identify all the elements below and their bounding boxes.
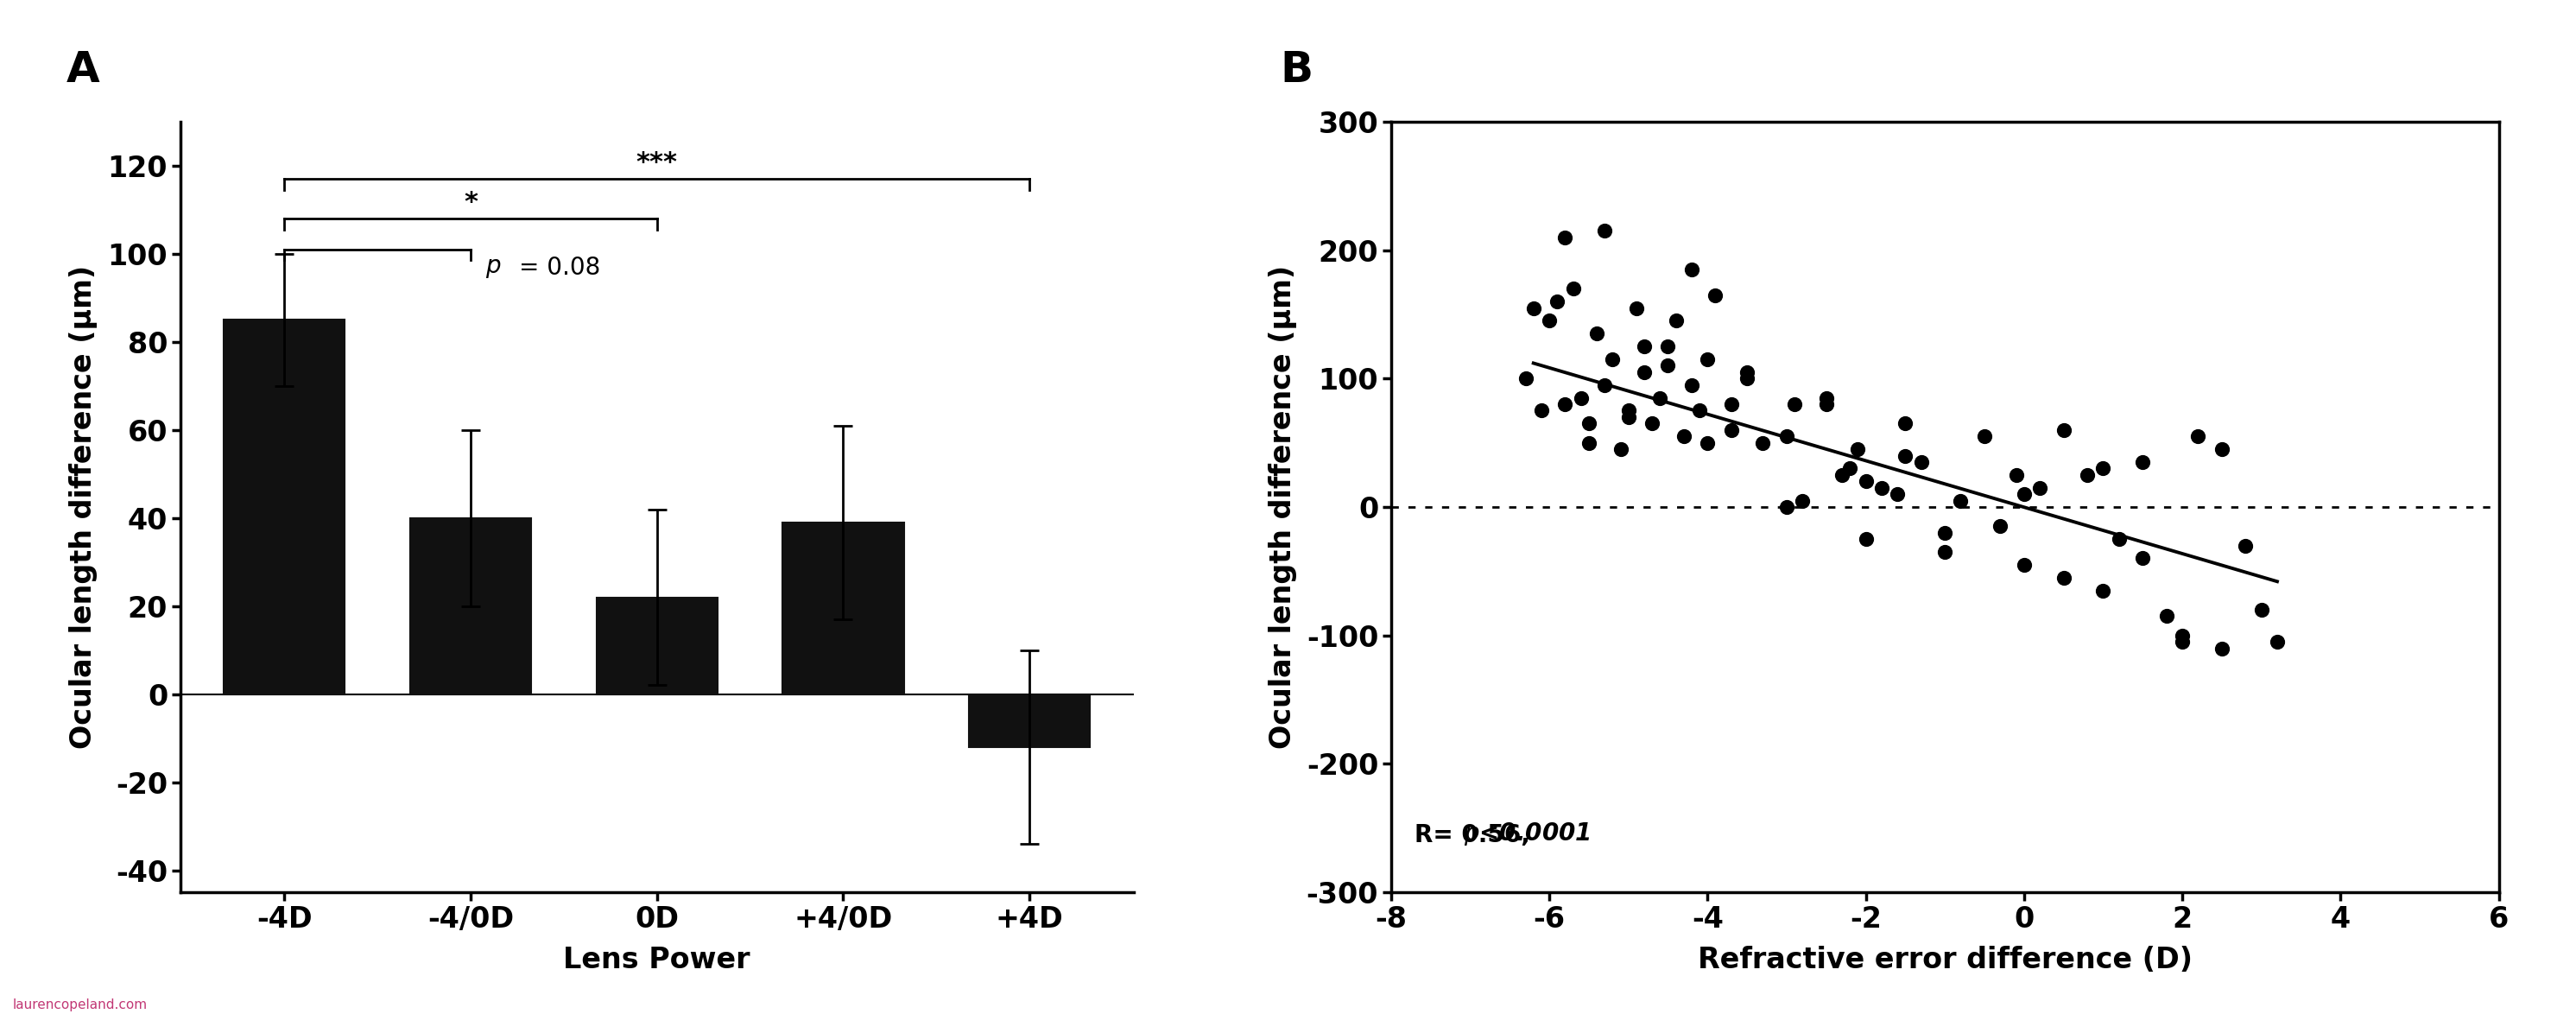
Point: [1584, 377, 1625, 393]
Bar: [410, 518, 531, 695]
Point: [2241, 601, 2282, 618]
Point: [1649, 339, 1690, 355]
Point: [1821, 466, 1862, 483]
Point: [1860, 480, 1901, 496]
Point: [2081, 460, 2123, 477]
Bar: [969, 695, 1090, 747]
Point: [1924, 524, 1965, 540]
Point: [1607, 409, 1649, 425]
Point: [1996, 466, 2038, 483]
Point: [1546, 396, 1587, 413]
Bar: [595, 597, 719, 695]
Text: *: *: [464, 190, 477, 215]
Point: [2123, 551, 2164, 567]
Point: [1837, 441, 1878, 457]
Point: [1775, 396, 1816, 413]
Point: [1741, 435, 1783, 451]
Point: [1553, 281, 1595, 297]
Point: [1504, 370, 1546, 386]
X-axis label: Lens Power: Lens Power: [564, 945, 750, 973]
Point: [2004, 486, 2045, 502]
Text: $p$<0.0001: $p$<0.0001: [1463, 820, 1589, 848]
Point: [1726, 370, 1767, 386]
Point: [1664, 428, 1705, 444]
Point: [1981, 518, 2022, 534]
Point: [2099, 531, 2141, 548]
Point: [1844, 531, 1886, 548]
Point: [1710, 396, 1752, 413]
Point: [1638, 389, 1680, 406]
Point: [1584, 223, 1625, 239]
Point: [1844, 474, 1886, 490]
Point: [1806, 396, 1847, 413]
Text: A: A: [67, 50, 100, 91]
Point: [1901, 454, 1942, 470]
Text: laurencopeland.com: laurencopeland.com: [13, 999, 147, 1012]
Point: [1656, 312, 1698, 329]
Point: [1940, 493, 1981, 509]
Point: [2146, 608, 2187, 625]
Point: [1649, 358, 1690, 374]
Point: [2161, 634, 2202, 650]
Point: [1592, 351, 1633, 367]
Point: [1767, 499, 1808, 515]
Text: = 0.08: = 0.08: [518, 256, 600, 280]
Point: [2004, 557, 2045, 573]
X-axis label: Refractive error difference (D): Refractive error difference (D): [1698, 945, 2192, 973]
Point: [1631, 416, 1672, 432]
Point: [1726, 364, 1767, 380]
Point: [1806, 389, 1847, 406]
Point: [1615, 300, 1656, 316]
Point: [1535, 293, 1577, 309]
Bar: [783, 522, 904, 695]
Point: [1569, 435, 1610, 451]
Text: $p$: $p$: [484, 256, 502, 280]
Point: [1600, 441, 1641, 457]
Bar: [224, 319, 345, 695]
Text: B: B: [1280, 50, 1314, 91]
Point: [1577, 325, 1618, 342]
Point: [2200, 640, 2241, 656]
Point: [1963, 428, 2004, 444]
Point: [1710, 422, 1752, 438]
Point: [1520, 403, 1561, 419]
Point: [1680, 403, 1721, 419]
Point: [2200, 441, 2241, 457]
Point: [1672, 262, 1713, 278]
Point: [1546, 229, 1587, 245]
Point: [1886, 416, 1927, 432]
Point: [1569, 416, 1610, 432]
Point: [2161, 628, 2202, 644]
Point: [1672, 377, 1713, 393]
Point: [1695, 287, 1736, 303]
Y-axis label: Ocular length difference (μm): Ocular length difference (μm): [1267, 265, 1296, 749]
Point: [1783, 493, 1824, 509]
Point: [2123, 454, 2164, 470]
Point: [1623, 364, 1664, 380]
Point: [2066, 466, 2107, 483]
Point: [2081, 582, 2123, 598]
Point: [1561, 389, 1602, 406]
Point: [1878, 486, 1919, 502]
Point: [1687, 435, 1728, 451]
Y-axis label: Ocular length difference (μm): Ocular length difference (μm): [70, 265, 98, 749]
Point: [2020, 480, 2061, 496]
Text: ***: ***: [636, 150, 677, 175]
Point: [2043, 422, 2084, 438]
Point: [1607, 403, 1649, 419]
Point: [1528, 312, 1569, 329]
Point: [1886, 447, 1927, 463]
Text: R= 0.56,: R= 0.56,: [1414, 823, 1538, 848]
Point: [2177, 428, 2218, 444]
Point: [2257, 634, 2298, 650]
Point: [1924, 544, 1965, 560]
Point: [1623, 339, 1664, 355]
Point: [1512, 300, 1553, 316]
Point: [1829, 460, 1870, 477]
Point: [1687, 351, 1728, 367]
Point: [2043, 570, 2084, 586]
Point: [2226, 537, 2267, 554]
Point: [1767, 428, 1808, 444]
